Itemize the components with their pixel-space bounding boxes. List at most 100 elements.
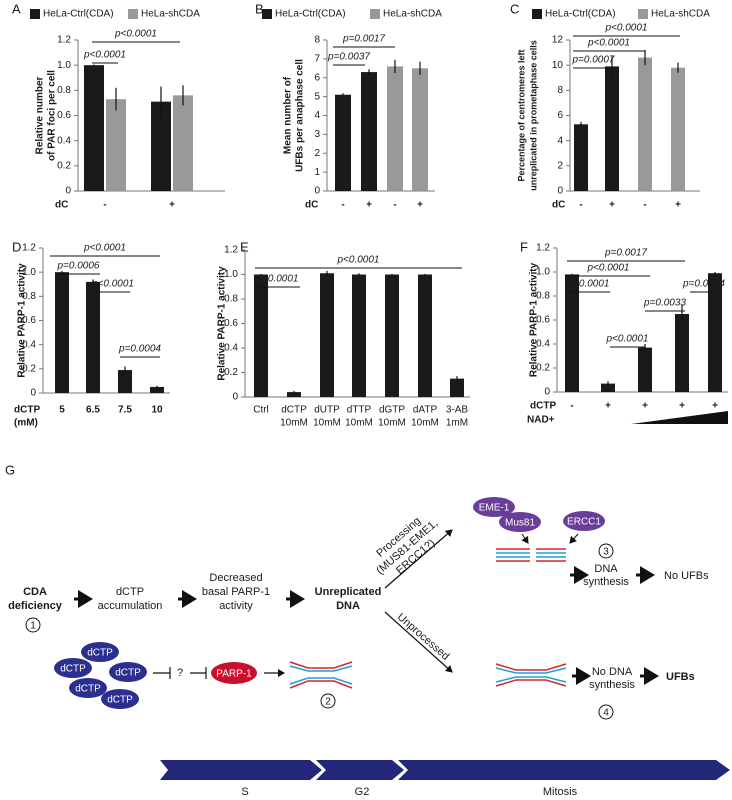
legend-label: HeLa-Ctrl(CDA) bbox=[275, 9, 346, 20]
y-tick-label: 0.8 bbox=[57, 85, 71, 96]
x-tick-label: 10mM bbox=[411, 418, 439, 429]
significance-label: p<0.0001 bbox=[337, 255, 380, 266]
marker-number: 4 bbox=[603, 708, 609, 719]
y-tick-label: 8 bbox=[557, 85, 563, 96]
x-axis-title: dC bbox=[305, 200, 318, 211]
x-tick-label: - bbox=[341, 200, 344, 211]
panel-label: A bbox=[12, 1, 21, 16]
marker-circle bbox=[598, 543, 614, 559]
y-tick-label: 6 bbox=[557, 110, 563, 121]
y-axis-title: of PAR foci per cell bbox=[47, 70, 58, 161]
bar bbox=[418, 274, 432, 397]
y-tick-label: 0.6 bbox=[536, 315, 550, 326]
dctp-label: dCTP bbox=[115, 668, 141, 679]
bar bbox=[352, 274, 366, 397]
inhibition bbox=[153, 667, 171, 679]
legend-swatch bbox=[30, 9, 40, 19]
y-tick-label: 0.4 bbox=[536, 339, 550, 350]
y-tick-label: 0 bbox=[65, 186, 71, 197]
x-tick-label: 10mM bbox=[313, 418, 341, 429]
x-tick-label: + bbox=[609, 200, 615, 211]
bar bbox=[254, 274, 268, 397]
step-text: synthesis bbox=[583, 576, 629, 588]
y-tick-label: 0.6 bbox=[224, 318, 238, 329]
x-tick-label: - bbox=[579, 200, 582, 211]
significance-label: p<0.0001 bbox=[256, 274, 299, 285]
y-axis-title: Percentage of centromeres left bbox=[516, 49, 526, 181]
marker-circle bbox=[598, 704, 614, 720]
y-tick-label: 0.6 bbox=[57, 110, 71, 121]
y-tick-label: 0 bbox=[314, 186, 320, 197]
arrow bbox=[384, 611, 453, 673]
y-tick-label: 4 bbox=[557, 135, 563, 146]
legend-label: HeLa-shCDA bbox=[141, 9, 200, 20]
bar bbox=[387, 66, 403, 191]
step-text: Unreplicated bbox=[315, 586, 382, 598]
x-tick-label: - bbox=[643, 200, 646, 211]
phase-arrow bbox=[398, 760, 730, 780]
x-tick-label: - bbox=[570, 401, 573, 412]
marker-circle bbox=[25, 617, 41, 633]
panel-label: E bbox=[240, 239, 249, 254]
x-tick-label: + bbox=[679, 401, 685, 412]
phase-label: S bbox=[241, 786, 248, 798]
bar bbox=[450, 378, 464, 397]
bar bbox=[601, 383, 615, 392]
dctp-label: dCTP bbox=[60, 664, 86, 675]
x-tick-label: 1mM bbox=[446, 418, 468, 429]
legend-swatch bbox=[128, 9, 138, 19]
inhibition bbox=[190, 667, 207, 679]
y-tick-label: 8 bbox=[314, 35, 320, 46]
y-axis-title: UFBs per anaphase cell bbox=[295, 59, 306, 172]
bar bbox=[150, 386, 164, 393]
y-tick-label: 1.2 bbox=[22, 243, 36, 254]
branch-label: Unprocessed bbox=[395, 611, 452, 663]
y-tick-label: 10 bbox=[552, 60, 564, 71]
significance-label: p=0.0017 bbox=[342, 34, 385, 45]
dctp-label: dCTP bbox=[75, 684, 101, 695]
legend-swatch bbox=[370, 9, 380, 19]
x-tick-label: 10mM bbox=[345, 418, 373, 429]
significance-label: p<0.0001 bbox=[605, 23, 648, 34]
significance-label: p=0.0033 bbox=[643, 298, 686, 309]
enzyme bbox=[499, 512, 541, 532]
y-tick-label: 0.8 bbox=[224, 294, 238, 305]
significance-label: p<0.0001 bbox=[587, 38, 630, 49]
y-axis-title: Relative PARP-1 activity bbox=[217, 266, 228, 381]
significance-label: p<0.0001 bbox=[83, 243, 126, 254]
y-axis-title: Relative PARP-1 activity bbox=[17, 263, 28, 378]
x-tick-label: + bbox=[642, 401, 648, 412]
bar bbox=[671, 67, 685, 191]
x-tick-label: dATP bbox=[413, 405, 438, 416]
phase-label: G2 bbox=[355, 786, 370, 798]
x-tick-label: 10 bbox=[151, 405, 163, 416]
x-axis-title: dCTP bbox=[14, 405, 40, 416]
y-tick-label: 2 bbox=[557, 160, 563, 171]
enzyme-label: ERCC1 bbox=[567, 517, 601, 528]
enzyme-label: EME-1 bbox=[479, 503, 510, 514]
gradient-wedge bbox=[631, 411, 728, 424]
step-text: Decreased bbox=[209, 572, 262, 584]
dctp-molecule bbox=[69, 678, 107, 698]
dctp-molecule bbox=[54, 658, 92, 678]
marker-circle bbox=[320, 693, 336, 709]
x-tick-label: + bbox=[675, 200, 681, 211]
significance-label: p<0.0001 bbox=[587, 263, 630, 274]
bar bbox=[708, 273, 722, 392]
x-tick-label: 10mM bbox=[280, 418, 308, 429]
y-tick-label: 1.0 bbox=[22, 267, 36, 278]
parp1 bbox=[211, 662, 257, 684]
bar bbox=[335, 94, 351, 191]
marker-number: 1 bbox=[30, 621, 36, 632]
dctp-label: dCTP bbox=[107, 695, 133, 706]
enzyme bbox=[563, 511, 605, 531]
x-tick-label: + bbox=[417, 200, 423, 211]
arrow bbox=[384, 529, 453, 589]
dctp-molecule bbox=[101, 689, 139, 709]
significance-label: p=0.0007 bbox=[572, 55, 615, 66]
bar bbox=[118, 370, 132, 393]
step-text: DNA bbox=[336, 600, 360, 612]
bar bbox=[84, 65, 104, 191]
enzyme bbox=[473, 497, 515, 517]
